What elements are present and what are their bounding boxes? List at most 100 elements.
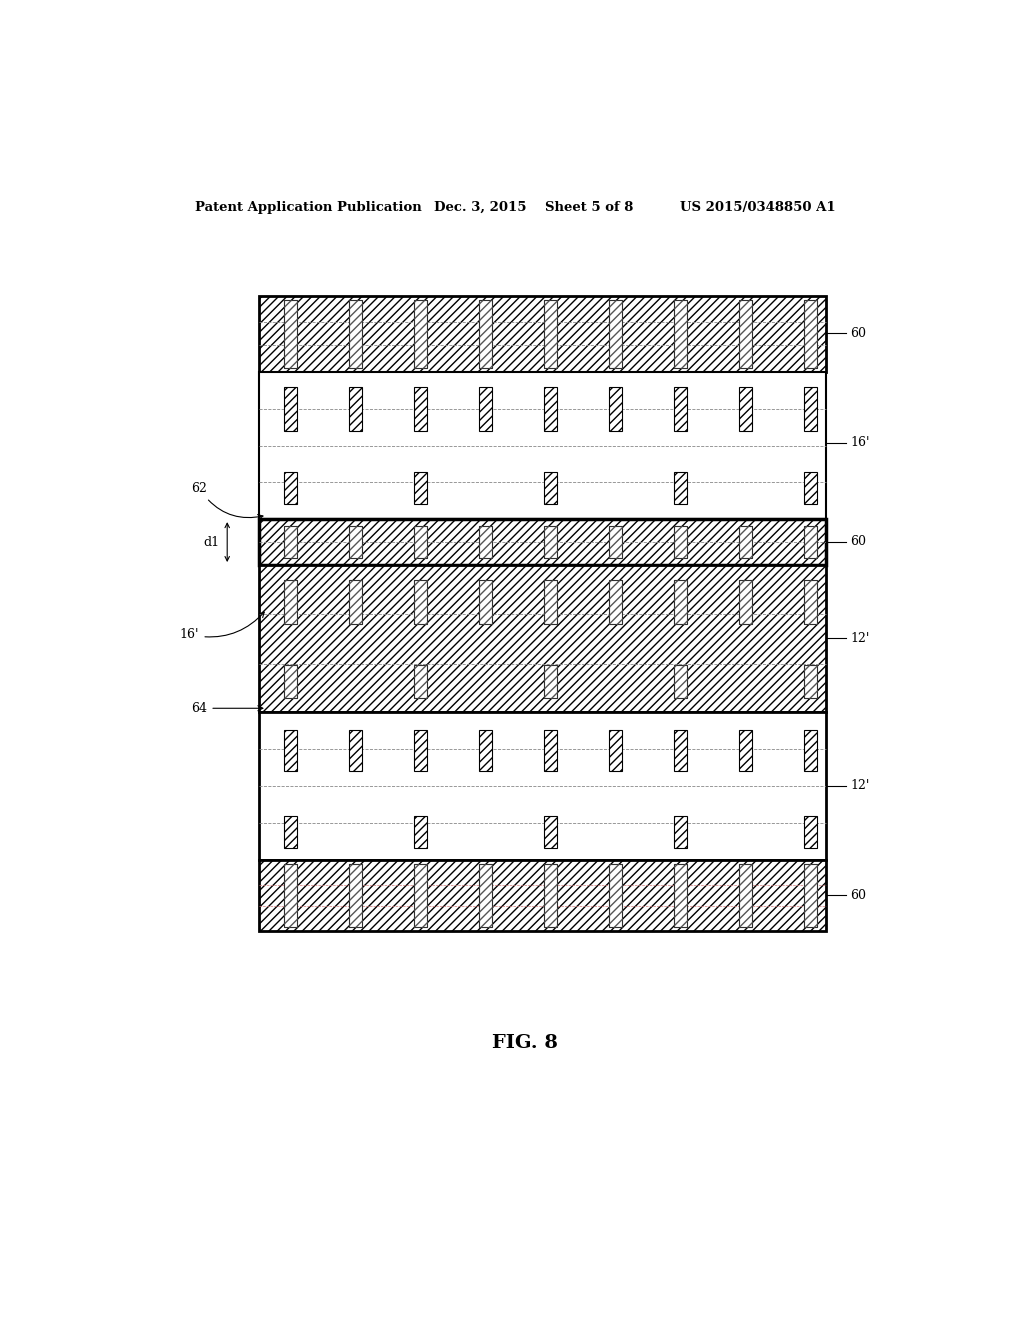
Bar [609,579,623,624]
Bar [738,579,753,624]
Text: 60: 60 [850,327,866,339]
Bar [284,387,297,430]
Bar [259,296,826,372]
Bar [349,300,362,368]
Bar [349,863,362,927]
Bar [414,527,427,558]
Bar [544,527,557,558]
Bar [414,863,427,927]
Text: 60: 60 [850,888,866,902]
Bar [479,579,493,624]
Bar [414,730,427,771]
Text: 12': 12' [850,779,869,792]
Bar [284,579,297,624]
Bar [284,300,297,368]
Text: Sheet 5 of 8: Sheet 5 of 8 [545,201,633,214]
Bar [738,527,753,558]
Bar [674,579,687,624]
Bar [804,863,817,927]
Text: 62: 62 [191,482,263,520]
Bar [544,300,557,368]
Bar [609,730,623,771]
Text: Patent Application Publication: Patent Application Publication [196,201,422,214]
Bar [804,300,817,368]
Bar [414,300,427,368]
Bar [609,527,623,558]
Bar [738,730,753,771]
Bar [674,300,687,368]
Bar [804,579,817,624]
Text: 12': 12' [850,632,869,644]
Bar [674,665,687,697]
Bar [804,730,817,771]
Bar [479,730,493,771]
Bar [284,300,297,368]
Bar [544,665,557,697]
Bar [414,473,427,504]
Bar [544,863,557,927]
Bar [284,579,297,624]
Bar [738,387,753,430]
Bar [414,665,427,697]
Bar [284,473,297,504]
Bar [414,387,427,430]
Bar [479,863,493,927]
Text: d1: d1 [203,536,219,549]
Bar [349,387,362,430]
Bar [349,579,362,624]
Bar [414,579,427,624]
Bar [479,527,493,558]
Bar [479,527,493,558]
Bar [609,300,623,368]
Bar [479,300,493,368]
Bar [544,387,557,430]
Bar [674,816,687,847]
Bar [349,730,362,771]
Bar [609,863,623,927]
Bar [479,863,493,927]
Bar [544,816,557,847]
Bar [674,300,687,368]
Bar [738,863,753,927]
Bar [414,816,427,847]
Bar [544,473,557,504]
Bar [284,665,297,697]
Bar [259,372,826,519]
Bar [479,300,493,368]
Bar [674,473,687,504]
Bar [738,863,753,927]
Bar [804,473,817,504]
Bar [544,579,557,624]
Bar [414,579,427,624]
Bar [284,863,297,927]
Bar [284,730,297,771]
Bar [414,665,427,697]
Text: Dec. 3, 2015: Dec. 3, 2015 [433,201,526,214]
Bar [544,665,557,697]
Bar [609,300,623,368]
Bar [284,816,297,847]
Bar [479,579,493,624]
Bar [674,863,687,927]
Bar [259,565,826,713]
Bar [284,527,297,558]
Bar [349,527,362,558]
Bar [259,713,826,859]
Bar [609,387,623,430]
Bar [479,387,493,430]
Text: 64: 64 [191,702,263,714]
Text: FIG. 8: FIG. 8 [492,1034,558,1052]
Bar [674,579,687,624]
Bar [674,527,687,558]
Bar [804,665,817,697]
Bar [674,863,687,927]
Bar [738,300,753,368]
Bar [259,859,826,931]
Bar [349,863,362,927]
Bar [804,527,817,558]
Bar [414,863,427,927]
Bar [284,527,297,558]
Bar [804,579,817,624]
Bar [738,579,753,624]
Bar [674,527,687,558]
